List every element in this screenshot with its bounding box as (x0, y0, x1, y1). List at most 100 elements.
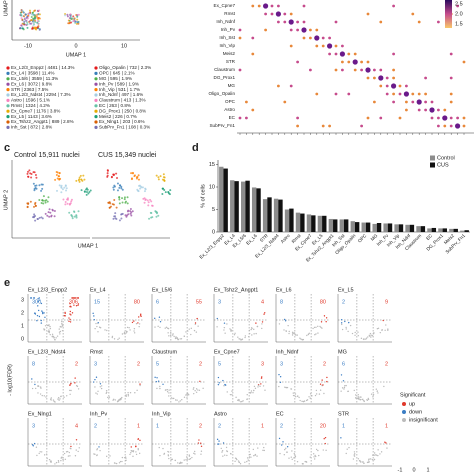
plot-title: Ex_L6 (276, 287, 292, 293)
volcano-dot (157, 380, 160, 382)
volcano-dot (118, 399, 120, 401)
volcano-dot (340, 322, 343, 324)
volcano-dot (59, 398, 61, 400)
volcano-dot (244, 335, 247, 337)
row-label: Inh_Ndnf (216, 19, 235, 24)
umap-dot (68, 203, 71, 206)
umap-dot (116, 189, 119, 192)
volcano-dot (323, 315, 326, 317)
umap-dot (124, 214, 127, 217)
umap-dot (155, 215, 158, 218)
volcano-dot (261, 323, 263, 325)
volcano-dot (295, 395, 297, 398)
volcano-dot (164, 327, 166, 329)
volcano-dot (370, 393, 373, 395)
volcano-dot (244, 461, 246, 463)
volcano-dot (139, 383, 141, 385)
plot-title: Inh_Pv (90, 411, 107, 417)
up-count: 2 (199, 423, 202, 429)
down-count: 1 (342, 423, 345, 429)
volcano-dot (186, 456, 188, 458)
dot (302, 36, 306, 40)
volcano-dot (99, 449, 101, 452)
volcano-dot (229, 328, 231, 330)
bar (262, 199, 268, 232)
umap-dot (37, 22, 40, 25)
volcano-dot (305, 460, 308, 463)
volcano-dot (125, 459, 127, 462)
volcano-dot (33, 442, 36, 445)
plot-title: EC (276, 411, 284, 417)
dot (270, 4, 274, 8)
umap-dot (66, 15, 69, 18)
umap-dot (49, 211, 52, 214)
up-count: 80 (134, 299, 140, 305)
volcano-dot (162, 447, 164, 450)
volcano-dot (74, 382, 76, 384)
dot (456, 116, 459, 120)
umap-dot (106, 172, 109, 175)
volcano-dot (134, 392, 136, 394)
volcano-dot (37, 300, 39, 303)
colorbar-label: 2.5 (455, 1, 463, 7)
volcano-dot (38, 299, 40, 302)
volcano-dot (252, 448, 255, 451)
umap-dot (121, 197, 124, 200)
umap-dot (108, 201, 111, 204)
row-label: OPC (225, 99, 236, 104)
umap-dot (66, 198, 69, 201)
umap-dot (140, 186, 143, 189)
down-count: 300 (32, 299, 41, 305)
umap-dot (32, 17, 35, 20)
umap-dot (44, 199, 47, 202)
colorbar-label: 1.5 (455, 21, 463, 27)
volcano-dot (354, 453, 356, 455)
legend-label: Ex_Nlng1 | 203 | 0.6% (99, 119, 145, 124)
volcano-dot (167, 450, 169, 453)
down-count: 1 (156, 423, 159, 429)
legend-swatch (94, 77, 98, 81)
volcano-dot (69, 310, 72, 313)
x-tick-label: 0 (412, 467, 415, 473)
volcano-dot (130, 452, 132, 454)
umap-dot (66, 13, 69, 16)
umap-dot (69, 13, 72, 16)
umap-dot (44, 201, 47, 204)
dot (411, 12, 415, 16)
umap-dot (57, 175, 60, 178)
volcano-dot (53, 400, 55, 403)
umap-dot (133, 175, 136, 178)
down-count: 3 (218, 299, 221, 305)
up-count: 1 (385, 423, 388, 429)
bar (431, 227, 437, 232)
umap-dot (41, 187, 44, 190)
umap-dot (157, 178, 160, 181)
legend-label: down (409, 409, 422, 415)
volcano-dot (178, 401, 180, 403)
umap-dot (28, 169, 31, 172)
volcano-dot (58, 399, 60, 401)
volcano-dot (95, 322, 97, 325)
volcano-dot (290, 456, 292, 458)
volcano-dot (383, 385, 385, 388)
dot (264, 12, 267, 16)
volcano-dot (139, 314, 142, 316)
legend-label: CUS (437, 162, 449, 168)
volcano-dot (95, 376, 98, 378)
umap-dot (76, 14, 79, 17)
volcano-dot (61, 322, 63, 325)
legend-swatch (6, 88, 10, 92)
dot (417, 108, 421, 112)
volcano-dot (133, 320, 135, 322)
umap-dot (85, 193, 88, 196)
dot (398, 84, 402, 88)
volcano-dot (264, 389, 266, 391)
volcano-dot (363, 462, 365, 464)
volcano-dot (167, 454, 170, 456)
volcano-dot (75, 305, 78, 307)
umap-dot (147, 201, 150, 204)
volcano-dot (347, 390, 350, 392)
volcano-dot (315, 393, 318, 395)
tick-label: -10 (24, 43, 32, 49)
legend-title: Significant (400, 392, 426, 398)
